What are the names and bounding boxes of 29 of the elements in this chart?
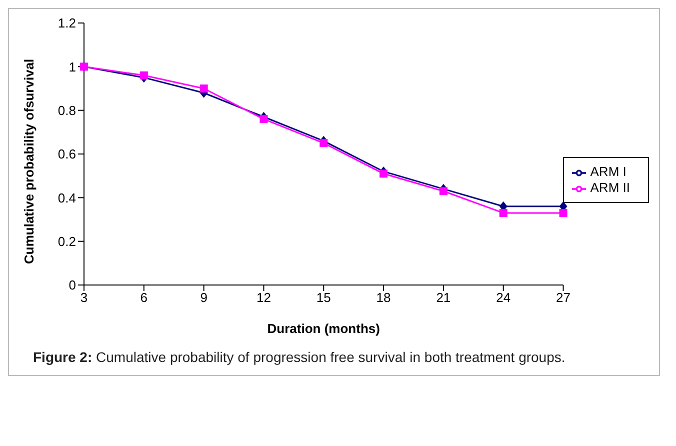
x-tick-label: 15: [316, 290, 331, 306]
point: [260, 115, 268, 124]
x-tick-label: 27: [556, 290, 570, 306]
x-tick-label: 21: [436, 290, 451, 306]
y-tick-label: 1.2: [58, 16, 76, 31]
y-axis-title: Cumulative probability ofsurvival: [22, 58, 37, 264]
point: [200, 84, 208, 92]
y-tick-label: 0.2: [58, 234, 76, 249]
x-tick-label: 3: [80, 290, 88, 306]
y-tick-label: 0.4: [58, 190, 76, 206]
x-tick-label: 24: [496, 290, 511, 306]
legend-label: ARM I: [590, 164, 626, 180]
x-tick-label: 12: [256, 290, 271, 306]
point: [439, 187, 448, 196]
y-tick-label: 0.6: [58, 146, 76, 162]
y-tick-label: 0: [68, 278, 76, 293]
x-tick-label: 18: [376, 290, 391, 306]
point: [499, 208, 508, 217]
y-tick-label: 1: [68, 59, 76, 74]
legend-label: ARM II: [590, 180, 630, 195]
x-tick-label: 6: [140, 290, 148, 306]
caption: Figure 2: Cumulative probability of progression free survival in both treatment groups.: [33, 349, 566, 365]
point: [140, 71, 148, 80]
point: [380, 170, 388, 178]
y-tick-label: 0.8: [58, 102, 76, 118]
point: [559, 208, 568, 217]
x-axis-title: Duration (months): [267, 321, 380, 336]
point: [320, 139, 328, 148]
x-tick-label: 9: [200, 290, 208, 306]
